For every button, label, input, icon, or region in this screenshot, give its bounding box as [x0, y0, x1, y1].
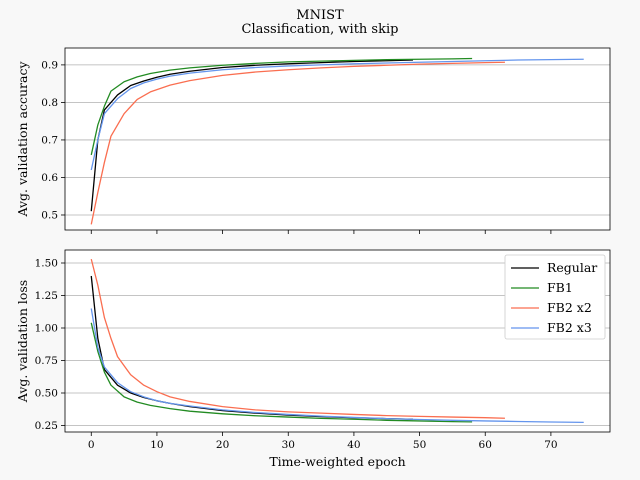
x-tick-label: 40 — [347, 439, 360, 451]
accuracy-panel: 0.5 0.6 0.7 0.8 0.9 Avg. validation accuracy — [15, 47, 611, 234]
x-tick-label: 30 — [282, 439, 295, 451]
axes-frame — [64, 249, 611, 433]
y-tick-label: 0.5 — [41, 209, 58, 221]
x-tick-label: 60 — [479, 439, 492, 451]
chart-title: MNIST — [296, 8, 344, 23]
series-line-fb2-x3 — [90, 308, 584, 424]
y-tick-label: 1.50 — [35, 258, 58, 270]
series-line-fb1 — [90, 57, 473, 156]
x-tick-label: 0 — [88, 439, 95, 451]
legend-entry: Regular — [547, 260, 597, 275]
x-tick-label: 70 — [544, 439, 557, 451]
plot-area — [65, 48, 610, 230]
y-axis-label: Avg. validation loss — [15, 280, 30, 403]
series-line-fb2-x3 — [90, 58, 584, 171]
chart-subtitle: Classification, with skip — [242, 22, 399, 37]
legend: Regular FB1 FB2 x2 FB2 x3 — [504, 254, 606, 340]
y-tick-label: 0.8 — [41, 97, 58, 109]
series-line-fb1 — [90, 322, 473, 423]
axes-frame — [64, 47, 611, 231]
y-tick-label: 0.7 — [41, 134, 58, 146]
legend-entry: FB2 x3 — [547, 320, 592, 335]
legend-box — [504, 254, 606, 340]
y-axis-label: Avg. validation accuracy — [15, 61, 30, 218]
y-tick-label: 1.00 — [35, 323, 58, 335]
y-tick-label: 1.25 — [35, 290, 58, 302]
legend-entry: FB1 — [547, 280, 573, 295]
series-line-fb2-x2 — [90, 258, 505, 419]
legend-entry: FB2 x2 — [547, 300, 592, 315]
y-tick-label: 0.9 — [41, 59, 58, 71]
y-tick-label: 0.25 — [35, 420, 58, 432]
x-tick-label: 10 — [150, 439, 163, 451]
y-tick-label: 0.50 — [35, 388, 58, 400]
x-tick-label: 50 — [413, 439, 426, 451]
y-tick-label: 0.6 — [41, 172, 58, 184]
series-line-regular — [90, 59, 414, 212]
loss-panel: 0.25 0.50 0.75 1.00 1.25 1.50 0 10 20 30 40 50 60 70 A… — [15, 249, 611, 469]
x-tick-label: 20 — [216, 439, 229, 451]
x-axis-label: Time-weighted epoch — [269, 454, 405, 469]
y-tick-label: 0.75 — [35, 355, 58, 367]
series-line-fb2-x2 — [90, 61, 505, 225]
